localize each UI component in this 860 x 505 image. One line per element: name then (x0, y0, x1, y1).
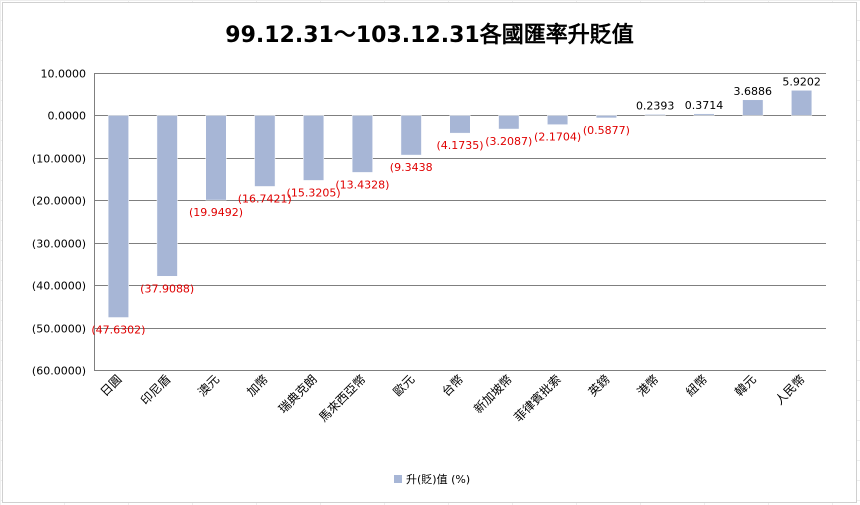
plot-area: 10.0000 0.0000 (10.0000) (20.0000) (30.0000)… (32, 68, 826, 425)
x-tick-label: 港幣 (634, 372, 661, 399)
legend-label: 升(貶)值 (%) (406, 473, 471, 486)
bar (303, 115, 325, 181)
data-label: 0.3714 (685, 99, 724, 112)
chart-title: 99.12.31～103.12.31各國匯率升貶值 (225, 23, 634, 48)
bar (693, 113, 715, 116)
bar (205, 115, 227, 201)
bar (742, 99, 764, 116)
data-label: 5.9202 (782, 75, 821, 88)
y-tick-label: (20.0000) (32, 195, 86, 208)
x-tick-label: 人民幣 (772, 372, 807, 407)
y-tick-label: (10.0000) (32, 153, 86, 166)
bar (595, 115, 617, 119)
bar (254, 115, 276, 187)
x-tick-label: 新加坡幣 (470, 372, 515, 417)
x-tick-label: 加幣 (244, 372, 271, 399)
x-tick-label: 紐幣 (683, 372, 710, 399)
bar (107, 115, 129, 318)
x-tick-label: 菲律賓批索 (511, 372, 564, 425)
x-tick-label: 歐元 (390, 372, 418, 400)
bar (644, 114, 666, 116)
x-tick-label: 英鎊 (585, 372, 613, 400)
y-tick-label: (60.0000) (32, 365, 86, 378)
data-label: (37.9088) (140, 282, 194, 295)
bar (449, 115, 471, 134)
y-tick-label: 0.0000 (48, 110, 87, 123)
data-label: 3.6886 (734, 85, 773, 98)
y-tick-label: 10.0000 (41, 68, 87, 81)
data-label: (15.3205) (287, 186, 341, 199)
legend-swatch (394, 475, 402, 483)
bar (156, 115, 178, 277)
y-tick-label: (50.0000) (32, 323, 86, 336)
bar (791, 90, 813, 116)
y-tick-label: (40.0000) (32, 280, 86, 293)
bar (498, 115, 520, 130)
legend: 升(貶)值 (%) (394, 471, 470, 487)
bar (400, 115, 422, 156)
data-label: (47.6302) (91, 324, 145, 337)
x-tick-label: 馬來西亞幣 (316, 372, 368, 424)
bar (547, 115, 569, 125)
data-label: (4.1735) (436, 139, 483, 152)
y-tick-label: (30.0000) (32, 238, 86, 251)
data-label: (16.7421) (238, 192, 292, 205)
data-label: (19.9492) (189, 206, 243, 219)
data-label: (0.5877) (583, 124, 630, 137)
bar (351, 115, 373, 173)
data-label: 0.2393 (636, 99, 675, 112)
x-tick-label: 日圓 (98, 372, 125, 399)
data-label: (9.3438 (390, 161, 433, 174)
x-tick-label: 韓元 (732, 372, 759, 399)
x-tick-label: 瑞典克朗 (276, 372, 320, 416)
data-label: (2.1704) (534, 131, 581, 144)
x-tick-label: 台幣 (439, 372, 467, 400)
data-label: (13.4328) (335, 178, 389, 191)
x-tick-label: 印尼盾 (138, 372, 173, 407)
data-label: (3.2087) (485, 135, 532, 148)
x-tick-label: 澳元 (195, 372, 222, 399)
